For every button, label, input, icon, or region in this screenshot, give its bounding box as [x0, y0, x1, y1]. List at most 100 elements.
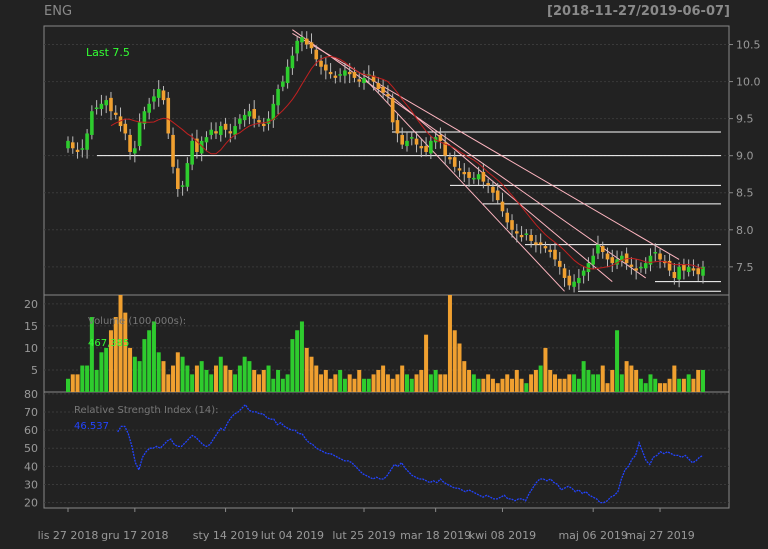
candle-body	[113, 112, 118, 115]
price-tick-label: 10.5	[736, 39, 761, 52]
candle-body	[529, 234, 533, 241]
volume-bar	[672, 365, 677, 392]
candle-body	[281, 81, 285, 87]
candle-body	[658, 253, 662, 260]
candle-body	[605, 253, 610, 260]
candle-body	[257, 120, 261, 123]
volume-bar	[338, 369, 343, 392]
volume-bar	[161, 361, 166, 392]
volume-bar	[591, 374, 596, 392]
volume-bar	[80, 365, 85, 392]
candle-body	[242, 114, 247, 121]
candle-body	[691, 268, 696, 271]
candle-body	[343, 70, 347, 76]
candle-body	[80, 148, 85, 150]
candle-body	[409, 137, 414, 139]
volume-bar	[658, 383, 663, 392]
volume-bar	[214, 365, 219, 392]
candle-body	[152, 96, 156, 102]
volume-bar	[533, 369, 538, 392]
volume-bar	[567, 374, 572, 392]
candle-body	[328, 71, 333, 75]
rsi-tick-label: 50	[24, 442, 38, 455]
candle-body	[581, 270, 586, 276]
rsi-title: Relative Strength Index (14):	[74, 405, 219, 416]
candle-body	[615, 259, 619, 265]
candle-body	[357, 79, 362, 82]
volume-bar	[548, 369, 553, 392]
candle-body	[534, 242, 538, 245]
candle-body	[462, 171, 467, 175]
candle-body	[324, 64, 328, 71]
candle-body	[319, 60, 323, 67]
candle-body	[596, 244, 600, 254]
rsi-last-value: 46.537	[74, 421, 109, 432]
volume-bar	[147, 330, 152, 392]
volume-bar	[180, 356, 185, 392]
volume-bar	[319, 374, 324, 392]
volume-bar	[304, 347, 309, 392]
candle-body	[252, 108, 257, 119]
price-tick-label: 8.0	[736, 224, 754, 237]
volume-bar	[615, 330, 620, 392]
volume-bar	[486, 374, 491, 392]
candle-body	[495, 190, 500, 201]
rsi-tick-label: 30	[24, 478, 38, 491]
candle-body	[538, 242, 543, 245]
candle-body	[247, 111, 252, 117]
volume-bar	[510, 378, 515, 392]
candle-body	[123, 123, 128, 134]
candle-body	[505, 212, 510, 223]
candle-body	[347, 71, 352, 75]
candle-body	[414, 138, 419, 145]
volume-bar	[237, 365, 242, 392]
volume-bar	[333, 374, 338, 392]
volume-bar	[400, 365, 405, 392]
x-tick-label: kwi 08 2019	[469, 529, 536, 542]
price-tick-label: 8.5	[736, 187, 754, 200]
volume-bar	[424, 334, 429, 392]
price-tick-label: 7.5	[736, 261, 754, 274]
volume-bar	[701, 369, 705, 392]
volume-bar	[667, 378, 672, 392]
volume-bar	[452, 330, 457, 392]
candle-body	[180, 185, 185, 187]
volume-bar	[653, 378, 658, 392]
volume-bar	[171, 365, 176, 392]
volume-bar	[94, 369, 99, 392]
candle-body	[137, 122, 142, 147]
volume-bar	[691, 378, 696, 392]
volume-bar	[128, 347, 133, 392]
candle-body	[629, 264, 634, 267]
volume-bar	[342, 378, 347, 392]
volume-bar	[376, 369, 381, 392]
volume-bar	[696, 369, 701, 392]
candle-body	[376, 83, 381, 89]
volume-bar	[166, 374, 171, 392]
volume-bar	[228, 369, 233, 392]
candle-body	[491, 186, 495, 193]
candle-body	[610, 257, 615, 264]
volume-bar	[70, 374, 75, 392]
candle-body	[481, 171, 486, 182]
volume-bar	[362, 378, 367, 392]
candle-body	[362, 77, 366, 84]
volume-bar	[481, 378, 486, 392]
candle-body	[171, 134, 175, 167]
candle-body	[672, 272, 677, 278]
volume-bar	[199, 361, 204, 392]
candle-body	[271, 103, 276, 121]
volume-bar	[309, 356, 314, 392]
x-tick-label: lis 27 2018	[38, 529, 99, 542]
candle-body	[309, 42, 314, 49]
volume-bar	[586, 369, 591, 392]
candle-body	[486, 183, 490, 186]
volume-bar	[686, 374, 691, 392]
price-tick-label: 9.5	[736, 113, 754, 126]
candle-body	[223, 123, 228, 130]
candle-body	[405, 140, 409, 147]
price-tick-label: 9.0	[736, 150, 754, 163]
volume-bar	[395, 374, 400, 392]
volume-bar	[581, 361, 586, 392]
